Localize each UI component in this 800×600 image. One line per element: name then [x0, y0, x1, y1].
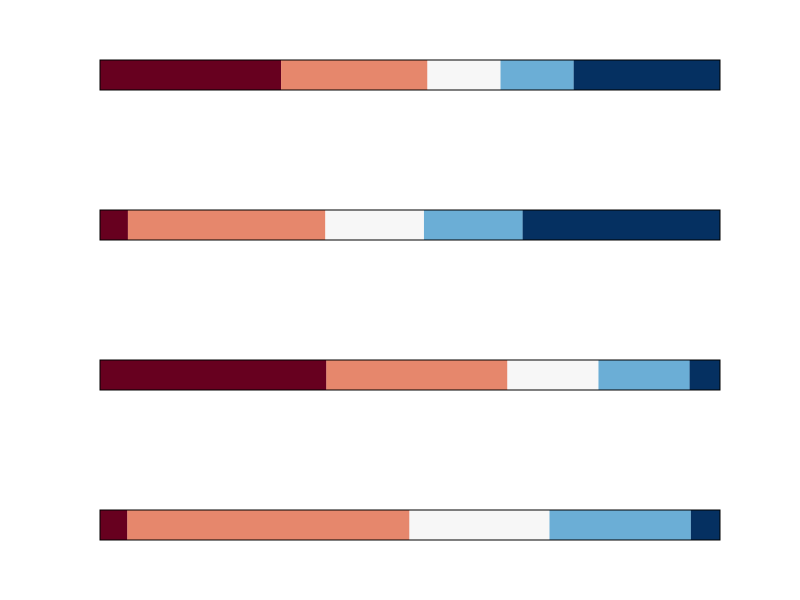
bar-border-2 [99, 209, 721, 241]
bar-segment-4-4 [549, 510, 691, 540]
bar-segment-4-2 [127, 510, 410, 540]
bar-row-2 [99, 209, 721, 241]
bar-segment-3-1 [100, 360, 327, 390]
bar-segment-1-2 [281, 60, 428, 90]
bar-segment-2-2 [127, 210, 326, 240]
bar-segment-2-4 [423, 210, 523, 240]
bar-segment-2-3 [325, 210, 424, 240]
bar-segment-4-3 [409, 510, 550, 540]
bar-row-1 [99, 59, 721, 91]
bar-segment-1-1 [100, 60, 282, 90]
bar-segment-3-5 [689, 360, 720, 390]
bar-border-4 [99, 509, 721, 541]
bar-segment-3-4 [598, 360, 690, 390]
bar-segment-2-5 [522, 210, 720, 240]
bar-segment-1-4 [500, 60, 574, 90]
bar-segment-3-2 [326, 360, 508, 390]
bar-segment-4-1 [100, 510, 128, 540]
bar-border-1 [99, 59, 721, 91]
bar-segment-1-5 [573, 60, 720, 90]
bar-segment-4-5 [690, 510, 720, 540]
bar-border-3 [99, 359, 721, 391]
bar-segment-1-3 [427, 60, 501, 90]
bar-row-3 [99, 359, 721, 391]
bar-segment-3-3 [507, 360, 599, 390]
bar-segment-2-1 [100, 210, 128, 240]
bar-row-4 [99, 509, 721, 541]
